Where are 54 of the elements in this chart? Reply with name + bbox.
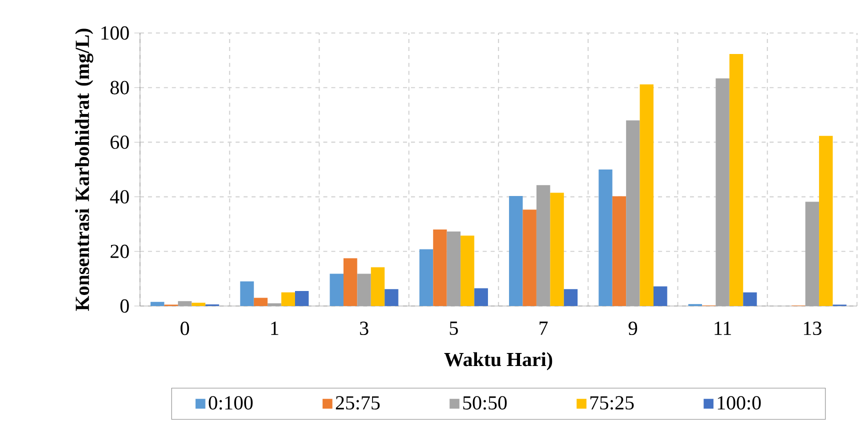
bar [626, 120, 640, 306]
y-tick-label: 80 [110, 80, 129, 94]
bar [564, 289, 578, 306]
bar [805, 202, 820, 306]
bar [150, 302, 164, 306]
y-tick-label: 0 [120, 299, 129, 313]
bar [640, 84, 654, 306]
bar [433, 230, 447, 306]
bar [460, 236, 474, 306]
x-tick-label: 13 [804, 322, 822, 336]
legend-label: 50:50 [463, 396, 507, 410]
y-axis-title: Konsentrasi Karbohidrat (mg/L) [75, 28, 94, 311]
y-tick-label: 100 [102, 26, 129, 40]
x-tick-label: 1 [271, 322, 278, 335]
legend-label: 100:0 [718, 396, 761, 410]
bar [357, 274, 371, 306]
x-tick-label: 11 [714, 322, 731, 335]
bar [598, 170, 612, 306]
x-tick-label: 3 [360, 322, 368, 336]
bar [384, 289, 398, 306]
y-tick-label: 40 [110, 190, 129, 204]
bar [729, 54, 744, 306]
bar [550, 192, 564, 306]
bar [254, 298, 268, 306]
bar [281, 292, 296, 306]
bar [419, 249, 434, 306]
bar [474, 288, 488, 306]
x-tick-label: 0 [180, 322, 190, 336]
legend-label: 25:75 [336, 396, 380, 410]
legend-label: 0:100 [208, 396, 253, 410]
x-tick-label: 7 [540, 322, 548, 335]
x-axis-title: Waktu Hari) [444, 352, 552, 370]
bar [295, 290, 309, 306]
bar [536, 185, 550, 306]
bar [268, 303, 282, 306]
bar [240, 281, 254, 306]
bar [446, 231, 461, 306]
bar [612, 196, 626, 306]
x-tick-label: 9 [628, 322, 638, 336]
x-tick-label: 5 [450, 322, 458, 335]
bar [192, 302, 206, 306]
bar [509, 196, 523, 306]
bar [178, 301, 192, 306]
bar [343, 258, 358, 306]
bar [370, 267, 385, 306]
y-tick-label: 60 [110, 135, 129, 149]
bar [743, 292, 757, 306]
legend-label: 75:25 [590, 396, 634, 410]
bar [819, 136, 833, 306]
bar [330, 274, 344, 306]
bar [522, 210, 536, 306]
bar [716, 78, 730, 306]
y-tick-label: 20 [110, 244, 129, 258]
bar [654, 286, 668, 306]
